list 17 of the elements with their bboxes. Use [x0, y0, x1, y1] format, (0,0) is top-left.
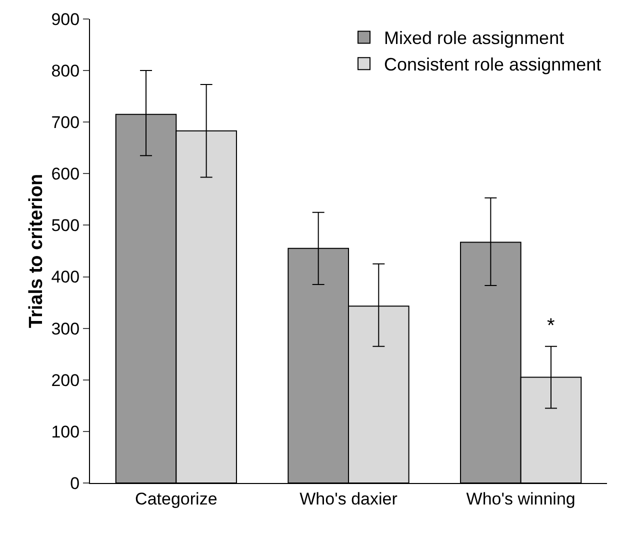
legend-label: Consistent role assignment [384, 54, 602, 75]
y-tick-label: 100 [51, 422, 80, 442]
y-tick-label: 0 [70, 474, 80, 493]
y-tick-label: 800 [51, 62, 80, 81]
annotation: * [547, 315, 555, 337]
legend-label: Mixed role assignment [384, 28, 564, 48]
x-tick-label: Who's winning [466, 489, 576, 508]
y-tick-label: 500 [51, 216, 80, 236]
y-axis-title: Trials to criterion [26, 174, 47, 328]
y-tick-label: 900 [51, 10, 80, 29]
x-tick-label: Who's daxier [300, 489, 398, 508]
y-tick-label: 700 [51, 113, 80, 132]
y-tick-label: 200 [51, 370, 80, 390]
y-tick-label: 300 [51, 319, 80, 338]
x-tick-label: Categorize [135, 489, 218, 508]
y-tick-label: 400 [51, 268, 80, 287]
y-tick-label: 600 [51, 164, 80, 184]
